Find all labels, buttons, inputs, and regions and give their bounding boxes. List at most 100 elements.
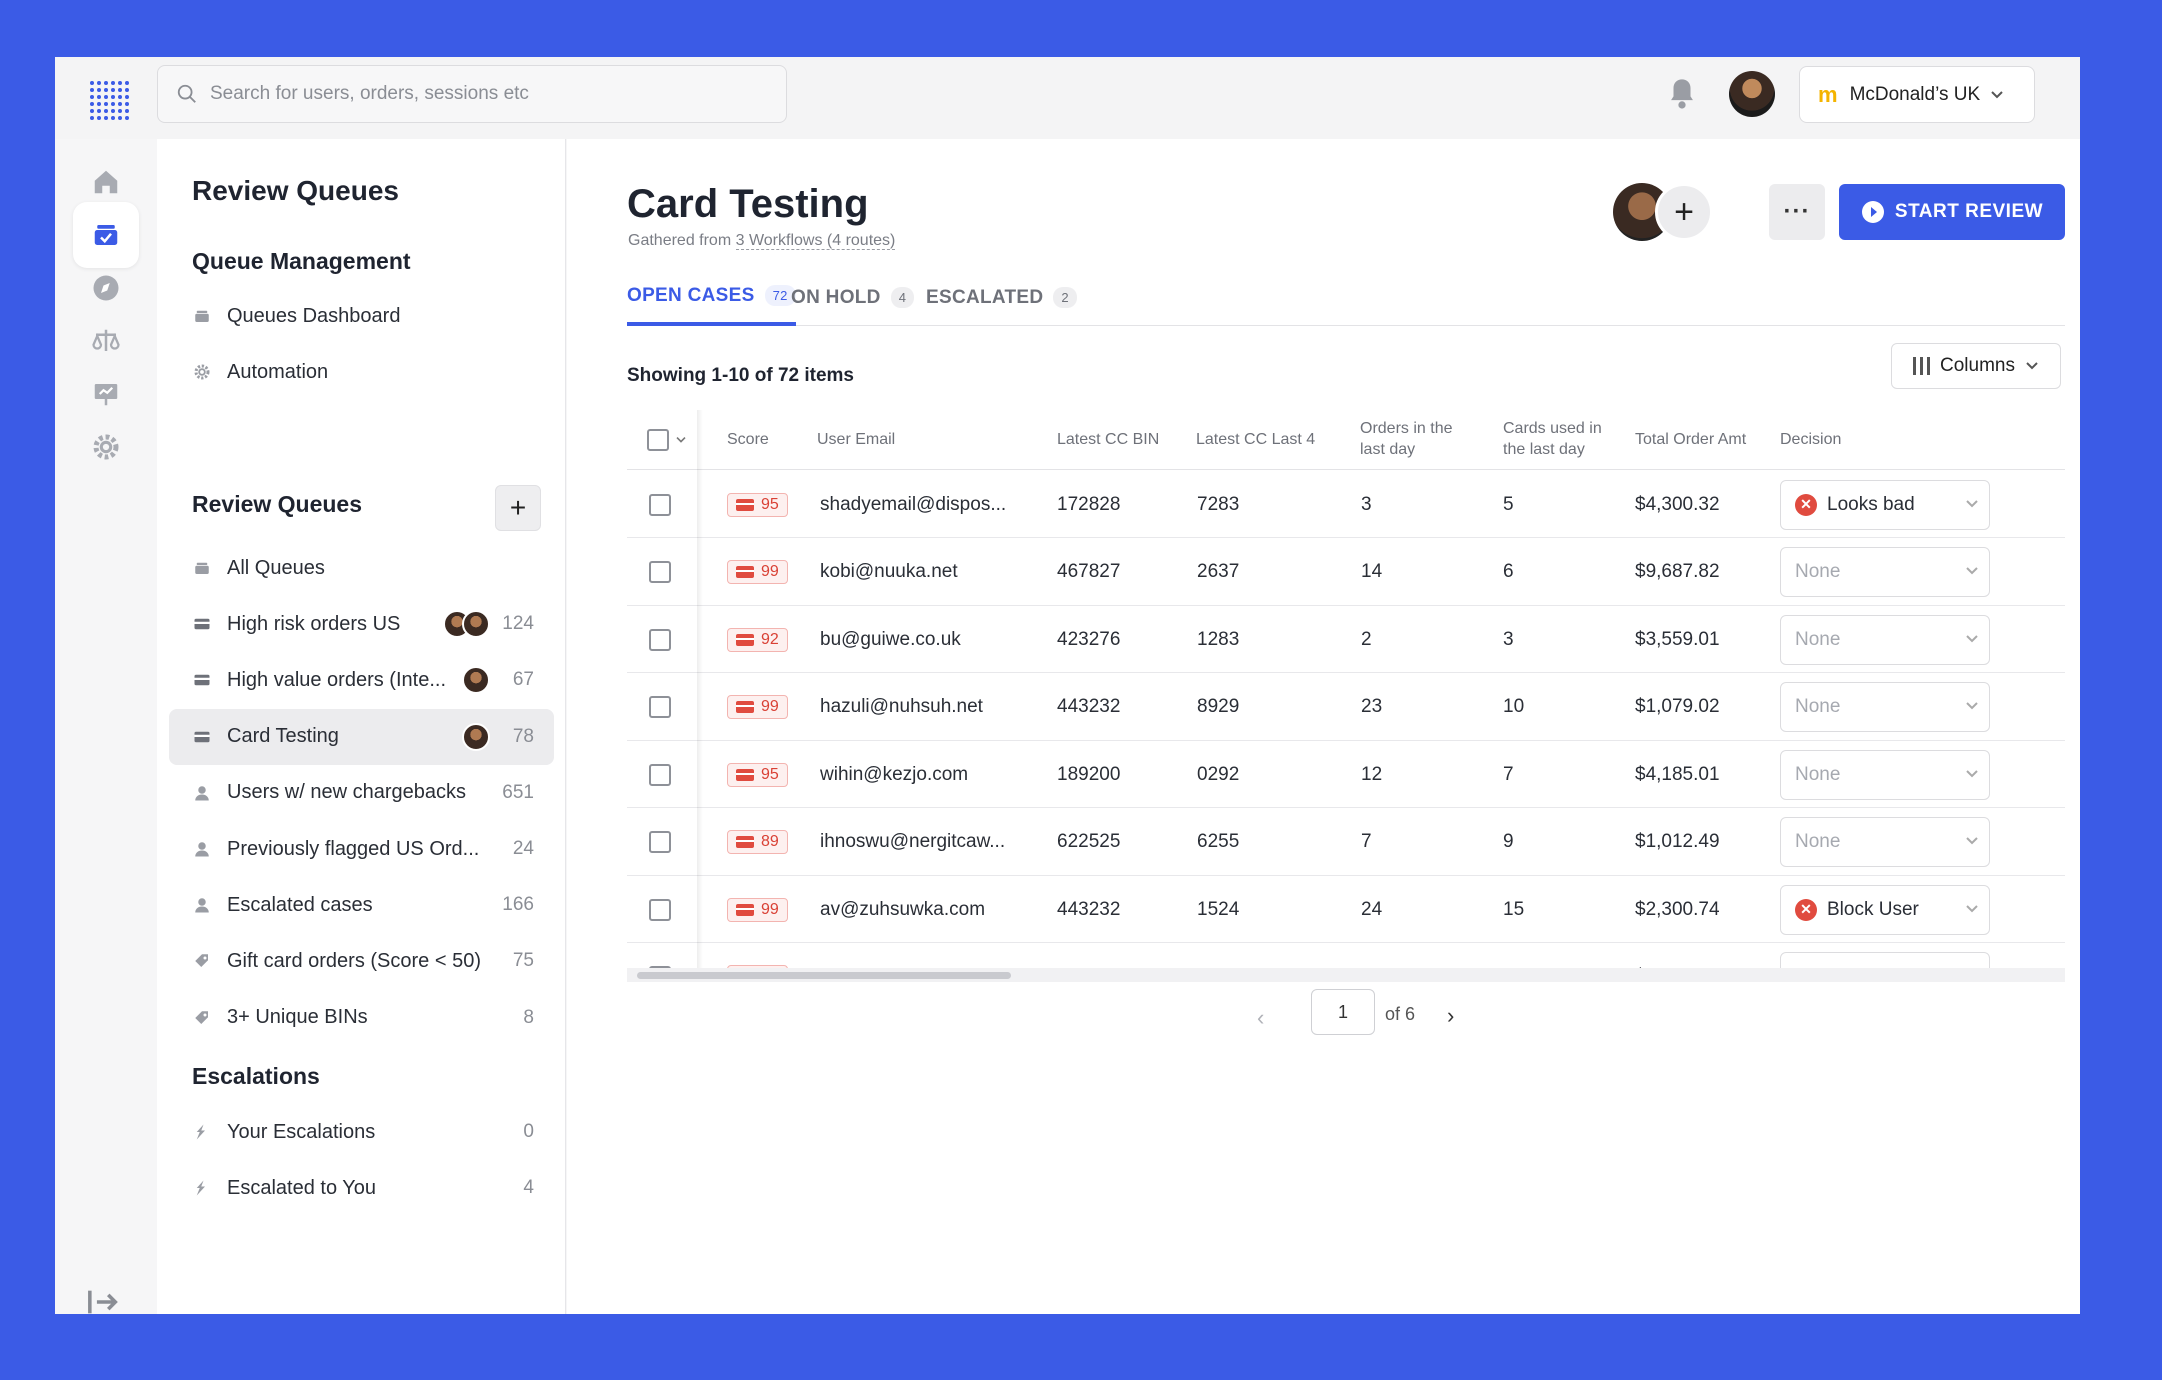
row-checkbox[interactable] (649, 831, 671, 853)
page-number-input[interactable]: 1 (1311, 989, 1375, 1035)
row-checkbox[interactable] (649, 493, 671, 516)
header-decision[interactable]: Decision (1780, 430, 1842, 448)
row-checkbox[interactable] (649, 696, 671, 718)
select-all-checkbox[interactable] (647, 429, 669, 451)
decision-select[interactable]: ✕ Block User (1780, 884, 1990, 935)
sidebar-item-count: 75 (512, 950, 534, 972)
table-row[interactable]: 99 hazuli@nuhsuh.net 443232 8929 23 10 $1,079.… (627, 674, 2065, 741)
row-checkbox[interactable] (649, 898, 671, 921)
header-user-email[interactable]: User Email (817, 430, 896, 448)
row-checkbox[interactable] (649, 628, 671, 651)
user-email[interactable]: hazuli@nuhsuh.net (820, 696, 983, 717)
table-row[interactable]: 95 shadyemail@dispos... 172828 7283 3 5 $4,300… (627, 471, 2065, 538)
tab-count-badge: 2 (1053, 287, 1077, 308)
logout-icon[interactable] (87, 1287, 121, 1314)
sidebar-queue-item[interactable]: Gift card orders (Score < 50) 75 (169, 933, 554, 989)
chevron-down-icon (1966, 567, 1978, 575)
mcdonalds-m-logo-icon: m (1818, 81, 1838, 107)
decision-select[interactable]: None (1780, 614, 1990, 665)
decision-select[interactable]: None (1780, 547, 1990, 597)
decision-select[interactable]: ✕ Looks bad (1780, 479, 1990, 530)
avatar (462, 666, 490, 695)
row-checkbox[interactable] (649, 561, 671, 583)
cards-last-day: 9 (1503, 831, 1514, 852)
header-cards-last-day[interactable]: Cards used in the last day (1503, 420, 1602, 458)
user-email[interactable]: bu@guiwe.co.uk (820, 628, 961, 650)
scale-icon[interactable] (73, 308, 139, 374)
horizontal-scrollbar[interactable] (627, 968, 2065, 982)
chevron-down-icon[interactable] (675, 436, 687, 444)
decision-select[interactable]: None (1780, 749, 1990, 800)
next-page-button[interactable]: › (1447, 1003, 1455, 1028)
sidebar-queue-item[interactable]: Escalated cases 166 (169, 877, 554, 933)
tab-open-cases[interactable]: OPEN CASES 72 (627, 269, 796, 326)
sidebar-queue-item[interactable]: 3+ Unique BINs 8 (169, 990, 554, 1046)
add-reviewer-button[interactable]: + (1655, 183, 1713, 241)
header-orders-last-day[interactable]: Orders in the last day (1360, 420, 1453, 458)
search-input[interactable] (210, 83, 770, 105)
sidebar-escalation-item[interactable]: Your Escalations 0 (169, 1104, 554, 1160)
presentation-icon[interactable] (73, 361, 139, 427)
sidebar-item-queues-dashboard[interactable]: Queues Dashboard (169, 288, 554, 344)
sidebar-queue-item[interactable]: Previously flagged US Ord... 24 (169, 821, 554, 877)
table-row[interactable]: 87tiob@oshahesa.io1223451019104$1,106.66… (627, 944, 2065, 970)
sidebar-queue-item[interactable]: High value orders (Inte... 67 (169, 652, 554, 708)
tab-on-hold[interactable]: ON HOLD 4 (791, 269, 915, 326)
chevron-down-icon (1966, 769, 1978, 777)
queue-icon[interactable] (73, 202, 139, 268)
score-value: 95 (761, 495, 779, 513)
search-box[interactable] (157, 65, 787, 123)
score-badge: 99 (727, 695, 788, 719)
table-row[interactable]: 99 kobi@nuuka.net 467827 2637 14 6 $9,687.82 No… (627, 539, 2065, 606)
header-score[interactable]: Score (727, 430, 769, 448)
header-cc-bin[interactable]: Latest CC BIN (1057, 430, 1160, 448)
gear-icon[interactable] (73, 414, 139, 480)
compass-icon[interactable] (73, 255, 139, 321)
prev-page-button[interactable]: ‹ (1257, 1005, 1265, 1030)
table-row[interactable]: 99 av@zuhsuwka.com 443232 1524 24 15 $2,300.74… (627, 876, 2065, 943)
sidebar-queue-item[interactable]: High risk orders US 124 (169, 596, 554, 652)
cc-last4: 8929 (1197, 696, 1240, 717)
sidebar-escalation-item[interactable]: Escalated to You 4 (169, 1160, 554, 1216)
tab-escalated[interactable]: ESCALATED 2 (926, 269, 1077, 326)
bell-icon[interactable] (1667, 77, 1697, 111)
user-email[interactable]: kobi@nuuka.net (820, 561, 958, 582)
user-email[interactable]: ihnoswu@nergitcaw... (820, 831, 1006, 852)
escalate-arrow-icon (193, 1123, 211, 1141)
user-email[interactable]: shadyemail@dispos... (820, 493, 1007, 515)
more-options-button[interactable]: ··· (1769, 184, 1825, 240)
home-icon[interactable] (73, 149, 139, 215)
user-email[interactable]: av@zuhsuwka.com (820, 898, 986, 920)
table-row[interactable]: 95 wihin@kezjo.com 189200 0292 12 7 $4,185.01 N… (627, 741, 2065, 808)
sidebar-item-count: 67 (512, 669, 534, 691)
row-checkbox[interactable] (649, 763, 671, 786)
sidebar-queue-item[interactable]: All Queues (169, 540, 554, 596)
org-switcher[interactable]: m McDonald’s UK (1799, 66, 2035, 123)
sidebar-item-automation[interactable]: Automation (169, 344, 554, 400)
header-total-order-amt[interactable]: Total Order Amt (1635, 430, 1747, 448)
page-subtitle: Gathered from 3 Workflows (4 routes) (628, 232, 896, 250)
sidebar-item-label: High risk orders US (227, 612, 401, 635)
app-logo-icon[interactable] (86, 77, 130, 121)
start-review-button[interactable]: START REVIEW (1839, 184, 2065, 240)
scrollbar-thumb[interactable] (637, 972, 1011, 979)
user-icon (193, 784, 211, 802)
select-all[interactable] (647, 410, 687, 470)
table-row[interactable]: 92 bu@guiwe.co.uk 423276 1283 2 3 $3,559.01 Non… (627, 606, 2065, 673)
workflows-link[interactable]: 3 Workflows (4 routes) (735, 232, 896, 250)
sidebar-item-label: Escalated to You (227, 1176, 377, 1199)
decision-select[interactable]: None (1780, 682, 1990, 732)
sidebar-queue-item[interactable]: Card Testing 78 (169, 708, 554, 765)
user-email[interactable]: tiob@oshahesa.io (820, 944, 972, 970)
user-email[interactable]: wihin@kezjo.com (820, 763, 969, 785)
queue-member-avatars (462, 666, 490, 695)
decision-select[interactable]: None (1780, 817, 1990, 867)
sidebar-queue-item[interactable]: Users w/ new chargebacks 651 (169, 765, 554, 821)
add-queue-button[interactable]: + (495, 485, 541, 531)
columns-button[interactable]: Columns (1891, 343, 2061, 389)
sidebar-item-count: 0 (523, 1121, 534, 1142)
user-avatar[interactable] (1729, 71, 1775, 117)
header-cc-last4[interactable]: Latest CC Last 4 (1196, 430, 1316, 448)
cc-last4: 6255 (1197, 831, 1240, 852)
table-row[interactable]: 89 ihnoswu@nergitcaw... 622525 6255 7 9 $1,012… (627, 809, 2065, 876)
